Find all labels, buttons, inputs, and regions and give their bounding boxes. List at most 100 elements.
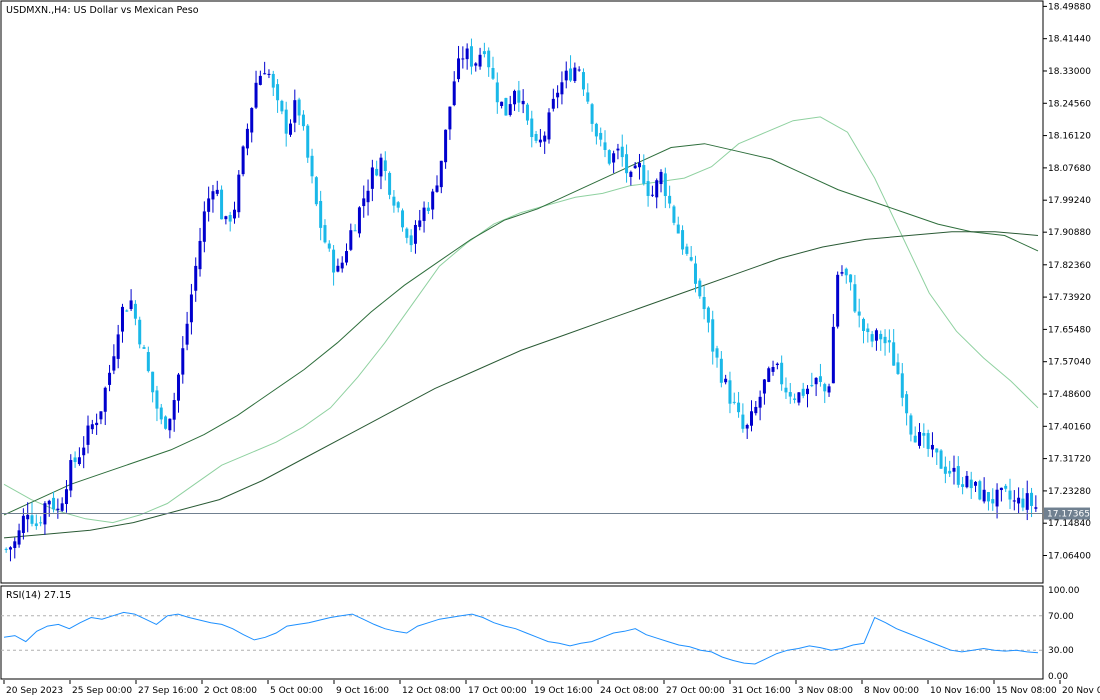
candle-bear [935,448,939,453]
candle-bull [797,392,801,403]
current-price-label: 17.17365 [1047,510,1090,520]
candle-bull [431,191,435,210]
candle-bull [77,457,81,465]
candle-bear [866,328,870,333]
candle-bull [56,508,60,511]
candle-bull [129,300,133,310]
time-axis-tick: 10 Nov 16:00 [930,686,991,696]
candle-bear [323,225,327,243]
candle-bear [388,172,392,195]
candle-bull [474,63,478,66]
price-axis-tick: 17.73920 [1048,293,1091,303]
candle-bear [1030,492,1034,506]
candle-bull [840,272,844,274]
time-axis-tick: 20 Sep 2023 [6,686,63,696]
candle-bull [370,167,374,189]
candle-bear [151,371,155,393]
chart-title: USDMXN.,H4: US Dollar vs Mexican Peso [6,5,199,16]
candle-bull [547,112,551,140]
candle-bull [90,424,94,430]
candle-bull [874,330,878,341]
candle-bear [284,109,288,134]
rsi-panel-frame [0,585,1044,680]
candle-bull [461,58,465,60]
candle-bear [913,435,917,443]
candle-bull [629,171,633,177]
candle-bull [521,100,525,105]
candle-bear [620,146,624,158]
candle-bull [176,374,180,401]
time-axis-tick: 9 Oct 16:00 [336,686,389,696]
candle-bull [413,224,417,244]
candle-bull [349,230,353,250]
candle-bull [1025,493,1029,510]
candle-bull [435,185,439,192]
candle-bull [181,348,185,375]
candle-bear [943,466,947,474]
candle-bear [732,401,736,403]
candle-bull [366,190,370,203]
candle-bull [659,171,663,185]
candle-bear [142,347,146,349]
price-axis-tick: 17.57040 [1048,358,1091,368]
candle-bull [965,475,969,488]
candle-bull [13,541,17,548]
candle-bull [500,101,504,106]
candle-bull [82,447,86,456]
candle-bull [345,251,349,263]
candle-bear [961,484,965,487]
time-axis-tick: 15 Nov 08:00 [996,686,1057,696]
candle-bull [168,418,172,431]
candle-bull [999,487,1003,491]
candle-bull [538,139,542,143]
candle-bull [418,220,422,227]
candle-bull [775,363,779,366]
candle-bull [86,425,90,445]
candle-bull [806,388,810,395]
candle-bull [612,153,616,163]
price-axis-tick: 17.48600 [1048,390,1091,400]
price-axis-tick: 17.06400 [1048,552,1091,562]
candle-bear [810,385,814,387]
price-axis-tick: 18.49880 [1048,2,1091,12]
rsi-axis: 100.00 70.00 30.00 0.00 [1048,586,1080,682]
price-axis-tick: 17.65480 [1048,325,1091,335]
candle-bear [681,230,685,250]
candle-bear [737,402,741,413]
candle-bear [741,414,745,429]
candle-bull [513,90,517,105]
time-axis-tick: 8 Nov 00:00 [864,686,919,696]
candle-bear [586,92,590,102]
candle-bear [327,243,331,249]
rsi-title: RSI(14) 27.15 [6,590,71,601]
candle-bear [297,99,301,116]
candle-bull [207,198,211,212]
candle-bear [668,195,672,204]
candle-bear [780,362,784,385]
candle-bull [452,81,456,106]
candle-bear [319,200,323,228]
candle-bear [599,132,603,140]
candle-bear [73,457,77,462]
candles [4,38,1038,562]
candle-bull [289,123,293,135]
candle-bear [276,84,280,101]
time-axis-tick: 20 Nov 00:00 [1062,686,1100,696]
candle-bull [340,262,344,269]
candle-bear [409,235,413,246]
price-axis: 18.49880 18.41440 18.33000 18.24560 18.16120… [1043,2,1091,562]
candle-bull [267,73,271,75]
candle-bull [241,146,245,175]
candle-bear [788,392,792,397]
candle-bear [569,68,573,81]
candle-bear [685,246,689,254]
current-price-label-bg [1044,507,1090,520]
candle-bull [202,211,206,242]
candle-bull [189,294,193,323]
candle-bear [948,470,952,474]
candle-bull [762,379,766,394]
candle-bull [211,191,215,200]
candle-bear [228,215,232,222]
time-axis-tick: 3 Nov 08:00 [798,686,853,696]
candle-bear [711,319,715,352]
